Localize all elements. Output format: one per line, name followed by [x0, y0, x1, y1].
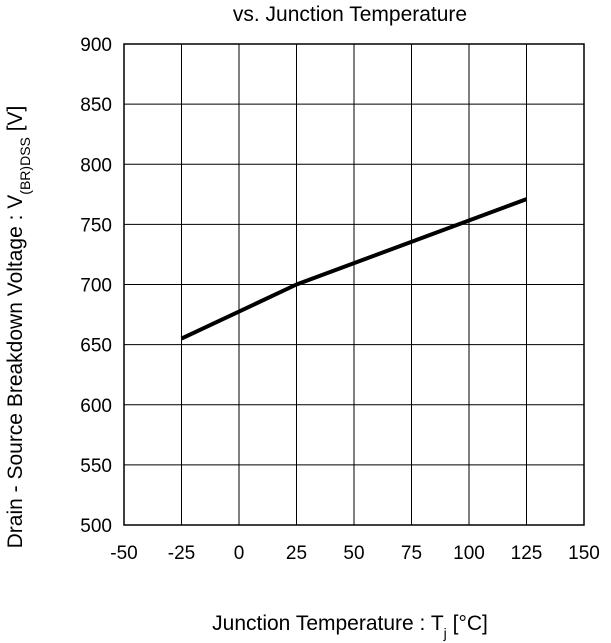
y-tick-label: 700	[80, 276, 112, 297]
x-tick-labels: -50 -25 0 25 50 75 100 125 150	[110, 543, 600, 564]
y-tick-label: 900	[80, 35, 112, 56]
y-axis-label-sub: (BR)DSS	[17, 137, 33, 195]
y-tick-labels: 500 550 600 650 700 750 800 850 900	[80, 35, 112, 537]
y-tick-label: 750	[80, 215, 112, 236]
x-tick-label: 150	[568, 543, 600, 564]
x-axis-label-unit: [°C]	[447, 612, 488, 635]
x-tick-label: 50	[343, 543, 364, 564]
y-axis-label-main: Drain - Source Breakdown Voltage : V	[4, 195, 27, 549]
y-tick-label: 650	[80, 336, 112, 357]
y-tick-label: 600	[80, 396, 112, 417]
y-tick-label: 500	[80, 516, 112, 537]
y-axis-label-unit: [V]	[4, 106, 27, 138]
y-tick-label: 850	[80, 95, 112, 116]
y-tick-label: 800	[80, 155, 112, 176]
x-tick-label: 75	[401, 543, 422, 564]
chart-title: vs. Junction Temperature	[233, 3, 467, 26]
grid	[124, 44, 584, 525]
x-tick-label: 0	[234, 543, 245, 564]
x-axis-label: Junction Temperature : Tj [°C]	[212, 612, 488, 641]
x-axis-label-main: Junction Temperature : T	[212, 612, 444, 635]
series-line	[180, 197, 528, 341]
plot-frame	[123, 43, 585, 526]
y-axis-label: Drain - Source Breakdown Voltage : V(BR)…	[4, 106, 33, 549]
x-axis-label-sub: j	[443, 625, 447, 641]
x-tick-label: -25	[168, 543, 195, 564]
x-tick-label: 25	[286, 543, 307, 564]
x-tick-label: 125	[511, 543, 543, 564]
y-tick-label: 550	[80, 456, 112, 477]
x-tick-label: 100	[453, 543, 485, 564]
x-tick-label: -50	[110, 543, 137, 564]
